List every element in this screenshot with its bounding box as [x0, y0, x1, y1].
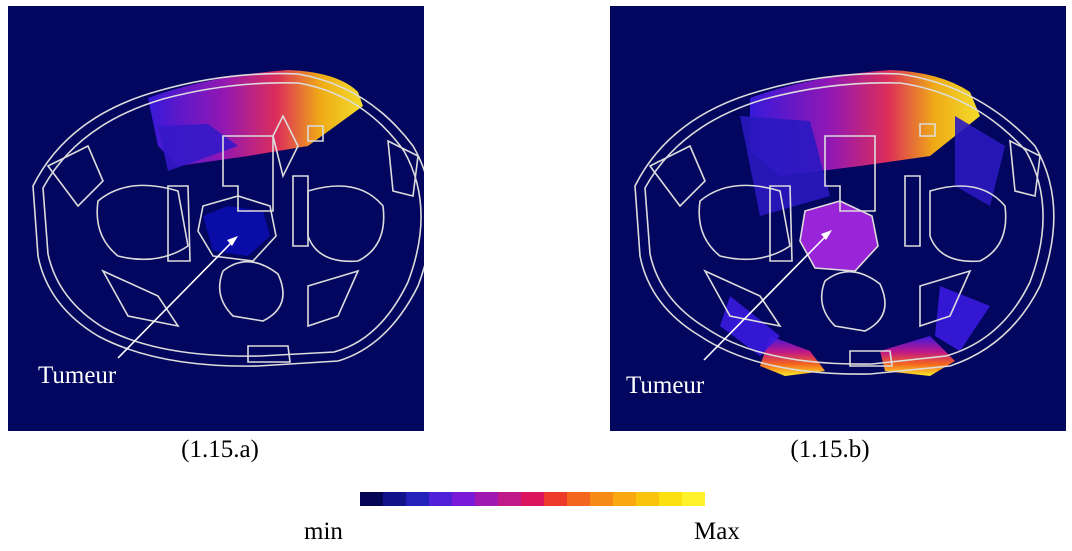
caption-b: (1.15.b): [790, 436, 870, 463]
color-scale-cell: [383, 492, 406, 506]
color-scale-cell: [590, 492, 613, 506]
panel-a: Tumeur: [8, 6, 424, 431]
color-scale-cell: [567, 492, 590, 506]
color-scale-cell: [475, 492, 498, 506]
heat-zone-low-b: [740, 116, 830, 216]
arrowhead-a: [227, 236, 238, 246]
anatomy-contours-a: [32, 72, 424, 367]
pointer-arrow-a: [117, 239, 235, 359]
color-scale-cell: [360, 492, 383, 506]
tumor-region-a: [203, 206, 270, 256]
caption-a: (1.15.a): [181, 436, 259, 463]
color-scale-cell: [429, 492, 452, 506]
heat-zone-lower-right-b: [880, 336, 955, 376]
thermal-map-a: [8, 6, 424, 431]
heat-zone-side-b: [955, 116, 1005, 206]
color-scale-cell: [521, 492, 544, 506]
tumor-region-b: [800, 201, 878, 271]
heat-zone-lower-low2-b: [935, 286, 990, 351]
tumor-label-a: Tumeur: [38, 362, 117, 389]
color-scale-cell: [636, 492, 659, 506]
tumor-label-b: Tumeur: [626, 372, 705, 399]
color-scale-cell: [406, 492, 429, 506]
color-scale-cell: [452, 492, 475, 506]
scale-min-label: min: [304, 518, 343, 545]
color-scale-cell: [613, 492, 636, 506]
color-scale-cell: [682, 492, 705, 506]
heat-zone-lower-low-b: [720, 296, 780, 356]
scale-max-label: Max: [694, 518, 740, 545]
anatomy-contours-b: [634, 72, 1055, 375]
color-scale-cell: [498, 492, 521, 506]
color-scale-cell: [659, 492, 682, 506]
color-scale-cell: [544, 492, 567, 506]
pointer-arrow-b: [703, 233, 829, 361]
arrowhead-b: [821, 230, 832, 240]
heat-zone-low-a: [158, 124, 238, 171]
color-scale: [360, 492, 705, 511]
panel-b: Tumeur: [610, 6, 1066, 431]
thermal-map-b: [610, 6, 1066, 431]
